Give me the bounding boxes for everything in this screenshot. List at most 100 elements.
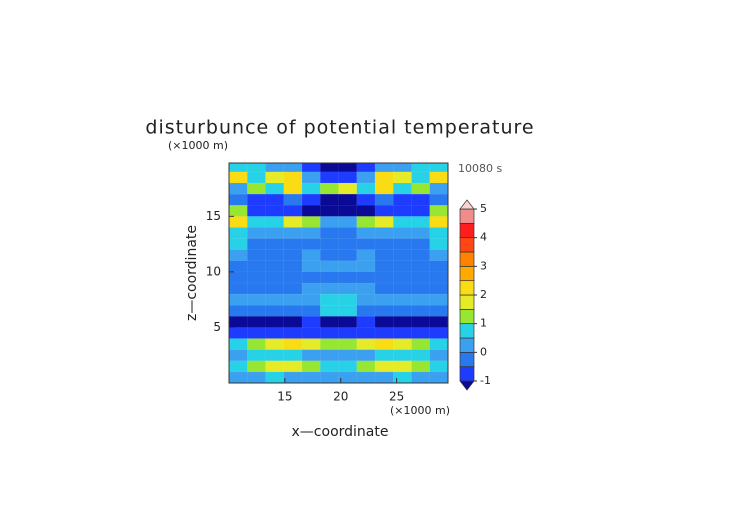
contour-cell [265,316,285,328]
y-tick-label: 5 [213,320,221,334]
contour-cell [429,293,449,306]
contour-cell [338,238,358,251]
contour-cell [411,171,431,184]
contour-cell [393,282,413,295]
contour-cell [283,171,303,184]
contour-cell [429,182,449,195]
contour-cell [283,316,303,328]
y-tick-label: 10 [206,264,221,278]
contour-cell [374,249,394,262]
contour-cell [356,227,376,240]
contour-cell [429,360,449,373]
contour-cell [301,216,321,228]
colorbar-tick-label: 5 [480,202,487,215]
contour-cell [393,227,413,240]
contour-cell [393,327,413,340]
contour-cell [319,327,340,340]
contour-cell [411,182,431,195]
contour-cell [429,238,449,251]
contour-cell [356,193,376,206]
contour-cell [319,349,340,362]
contour-cell [319,227,340,240]
contour-cell [247,204,267,217]
contour-cell [319,216,340,228]
colorbar-tick-label: 3 [480,259,487,272]
contour-cell [301,260,321,273]
contour-cell [356,249,376,262]
colorbar-box [459,222,475,239]
contour-cell [247,293,267,306]
contour-cell [374,204,394,217]
contour-cell [265,227,285,240]
contour-cell [319,204,340,217]
contour-cell [393,371,413,384]
contour-cell [393,293,413,306]
contour-cell [393,249,413,262]
contour-cell [283,327,303,340]
colorbar-box [459,280,475,296]
contour-cell [429,349,449,362]
contour-cell [319,260,340,273]
contour-cell [429,171,449,184]
contour-cell [301,360,321,373]
colorbar-tick-label: 4 [480,231,487,244]
contour-cell [374,327,394,340]
contour-cell [393,171,413,184]
contour-cell [429,338,449,351]
contour-cell [265,182,285,195]
x-axis-label: x—coordinate [292,424,389,440]
contour-cell [356,204,376,217]
contour-cell [411,204,431,217]
contour-cell [228,371,248,384]
contour-cell [228,227,248,240]
contour-cell [247,193,267,206]
contour-cell [228,316,248,328]
contour-cell [429,327,449,340]
contour-cell [265,238,285,251]
x-tick-label: 25 [389,390,404,404]
contour-cell [374,260,394,273]
contour-cell [393,162,413,173]
contour-cell [393,316,413,328]
contour-cell [247,271,267,284]
contour-cell [356,304,376,317]
contour-cell [319,360,340,373]
contour-cell [356,162,376,173]
contour-cell [393,182,413,195]
contour-cell [265,204,285,217]
contour-cell [247,327,267,340]
contour-cell [429,282,449,295]
contour-cell [356,327,376,340]
contour-cell [228,204,248,217]
contour-cell [356,260,376,273]
contour-cell [301,316,321,328]
contour-cell [319,238,340,251]
contour-cell [301,227,321,240]
contour-cell [338,293,358,306]
contour-cell [356,371,376,384]
contour-cell [411,327,431,340]
colorbar-box [459,265,475,282]
colorbar-tick-label: -1 [480,374,491,387]
contour-cell [283,271,303,284]
contour-cell [265,162,285,173]
contour-cell [319,271,340,284]
contour-cell [247,227,267,240]
contour-cell [265,249,285,262]
contour-cell [411,371,431,384]
contour-cell [301,249,321,262]
contour-cell [356,182,376,195]
contour-cell [301,193,321,206]
contour-cell [411,193,431,206]
contour-cell [283,216,303,228]
contour-cell [356,216,376,228]
contour-cell [429,193,449,206]
contour-cell [411,162,431,173]
contour-cell [429,316,449,328]
contour-cell [393,360,413,373]
plot-frame [228,162,449,384]
y-unit-label: (×1000 m) [168,139,228,152]
contour-cell [411,338,431,351]
contour-cell [265,338,285,351]
